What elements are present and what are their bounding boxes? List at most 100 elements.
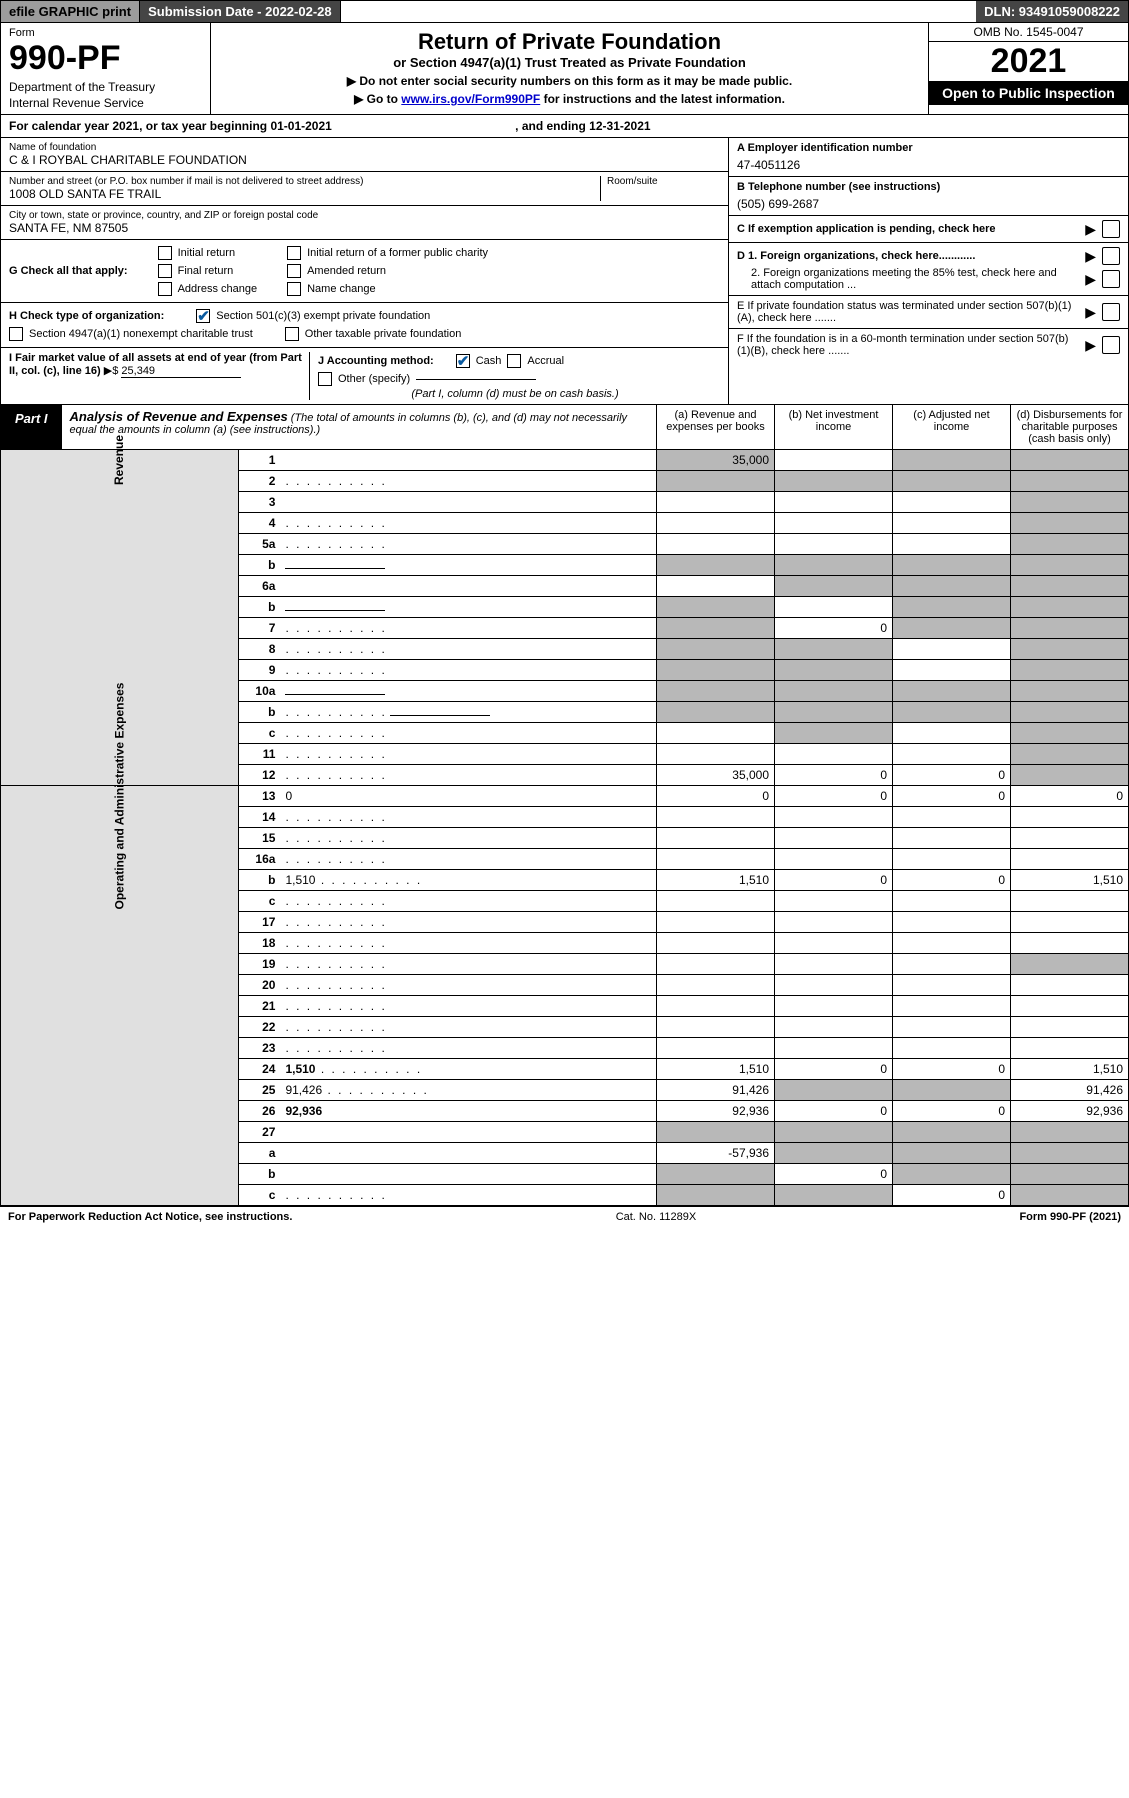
instruction-2: ▶ Go to www.irs.gov/Form990PF for instru… [219, 92, 920, 106]
line-number: 15 [238, 828, 280, 849]
amount-col-c: 0 [893, 765, 1011, 786]
arrow-icon: ▶ [1085, 271, 1096, 288]
line-number: 24 [238, 1059, 280, 1080]
foundation-address: 1008 OLD SANTA FE TRAIL [9, 187, 600, 201]
chk-d2[interactable] [1102, 270, 1120, 288]
col-c-header: (c) Adjusted net income [892, 405, 1010, 449]
amount-col-a [657, 828, 775, 849]
amount-col-a: 0 [657, 786, 775, 807]
line-description: 0 [280, 786, 656, 807]
arrow-icon: ▶ [1085, 221, 1096, 238]
amount-col-a [657, 933, 775, 954]
amount-col-d [1011, 555, 1129, 576]
c-label: C If exemption application is pending, c… [737, 223, 1079, 235]
chk-other-method[interactable] [318, 372, 332, 386]
opt-other-method: Other (specify) [338, 373, 410, 385]
chk-accrual[interactable] [507, 354, 521, 368]
chk-name-change[interactable] [287, 282, 301, 296]
line-number: 26 [238, 1101, 280, 1122]
amount-col-a [657, 891, 775, 912]
amount-col-b [775, 933, 893, 954]
opt-final-return: Final return [178, 265, 234, 277]
line-number: 25 [238, 1080, 280, 1101]
chk-e[interactable] [1102, 303, 1120, 321]
i-value: 25,349 [121, 365, 241, 378]
amount-col-d [1011, 702, 1129, 723]
part1-header: Part I Analysis of Revenue and Expenses … [0, 405, 1129, 450]
amount-col-c [893, 744, 1011, 765]
col-a-header: (a) Revenue and expenses per books [656, 405, 774, 449]
amount-col-a [657, 723, 775, 744]
amount-col-b: 0 [775, 618, 893, 639]
chk-amended[interactable] [287, 264, 301, 278]
line-number: 14 [238, 807, 280, 828]
line-description [280, 555, 656, 576]
chk-cash[interactable] [456, 354, 470, 368]
amount-col-b [775, 450, 893, 471]
chk-4947[interactable] [9, 327, 23, 341]
amount-col-c [893, 1080, 1011, 1101]
ein-cell: A Employer identification number 47-4051… [729, 138, 1128, 177]
line-description [280, 828, 656, 849]
i-arrow: ▶$ [104, 365, 119, 377]
irs-link[interactable]: www.irs.gov/Form990PF [401, 92, 540, 106]
amount-col-a [657, 618, 775, 639]
amount-col-c [893, 828, 1011, 849]
line-number: 10a [238, 681, 280, 702]
chk-other-tax[interactable] [285, 327, 299, 341]
amount-col-a: 35,000 [657, 765, 775, 786]
amount-col-b [775, 996, 893, 1017]
d2-label: 2. Foreign organizations meeting the 85%… [737, 267, 1079, 291]
opt-initial-public: Initial return of a former public charit… [307, 247, 488, 259]
inst2-post: for instructions and the latest informat… [540, 92, 785, 106]
chk-address-change[interactable] [158, 282, 172, 296]
table-row: Revenue135,000 [1, 450, 1129, 471]
amount-col-a [657, 660, 775, 681]
open-to-public: Open to Public Inspection [929, 81, 1128, 105]
opt-cash: Cash [476, 355, 502, 367]
amount-col-d: 1,510 [1011, 1059, 1129, 1080]
amount-col-c [893, 891, 1011, 912]
amount-col-a [657, 492, 775, 513]
chk-c[interactable] [1102, 220, 1120, 238]
efile-print-button[interactable]: efile GRAPHIC print [1, 1, 140, 22]
line-number: 19 [238, 954, 280, 975]
amount-col-d [1011, 765, 1129, 786]
calyear-end: , and ending 12-31-2021 [515, 119, 650, 133]
chk-initial-return[interactable] [158, 246, 172, 260]
calyear-begin: For calendar year 2021, or tax year begi… [9, 119, 332, 133]
line-number: 16a [238, 849, 280, 870]
instruction-1: ▶ Do not enter social security numbers o… [219, 74, 920, 88]
chk-d1[interactable] [1102, 247, 1120, 265]
c-cell: C If exemption application is pending, c… [729, 216, 1128, 243]
amount-col-c [893, 1164, 1011, 1185]
line-description [280, 618, 656, 639]
amount-col-b [775, 744, 893, 765]
line-description [280, 1122, 656, 1143]
amount-col-c [893, 1122, 1011, 1143]
chk-501c3[interactable] [196, 309, 210, 323]
chk-initial-public[interactable] [287, 246, 301, 260]
amount-col-d [1011, 828, 1129, 849]
amount-col-c [893, 912, 1011, 933]
other-specify-input[interactable] [416, 379, 536, 380]
amount-col-c: 0 [893, 1185, 1011, 1206]
form-header: Form 990-PF Department of the Treasury I… [0, 23, 1129, 115]
chk-f[interactable] [1102, 336, 1120, 354]
amount-col-d [1011, 954, 1129, 975]
line-description [280, 996, 656, 1017]
amount-col-a [657, 681, 775, 702]
amount-col-d [1011, 723, 1129, 744]
line-number: 7 [238, 618, 280, 639]
foundation-city: SANTA FE, NM 87505 [9, 221, 720, 235]
amount-col-d: 1,510 [1011, 870, 1129, 891]
amount-col-a [657, 954, 775, 975]
amount-col-d [1011, 639, 1129, 660]
line-description [280, 912, 656, 933]
line-description [280, 954, 656, 975]
amount-col-d [1011, 1185, 1129, 1206]
amount-col-c [893, 450, 1011, 471]
line-number: 17 [238, 912, 280, 933]
line-number: 5a [238, 534, 280, 555]
chk-final-return[interactable] [158, 264, 172, 278]
